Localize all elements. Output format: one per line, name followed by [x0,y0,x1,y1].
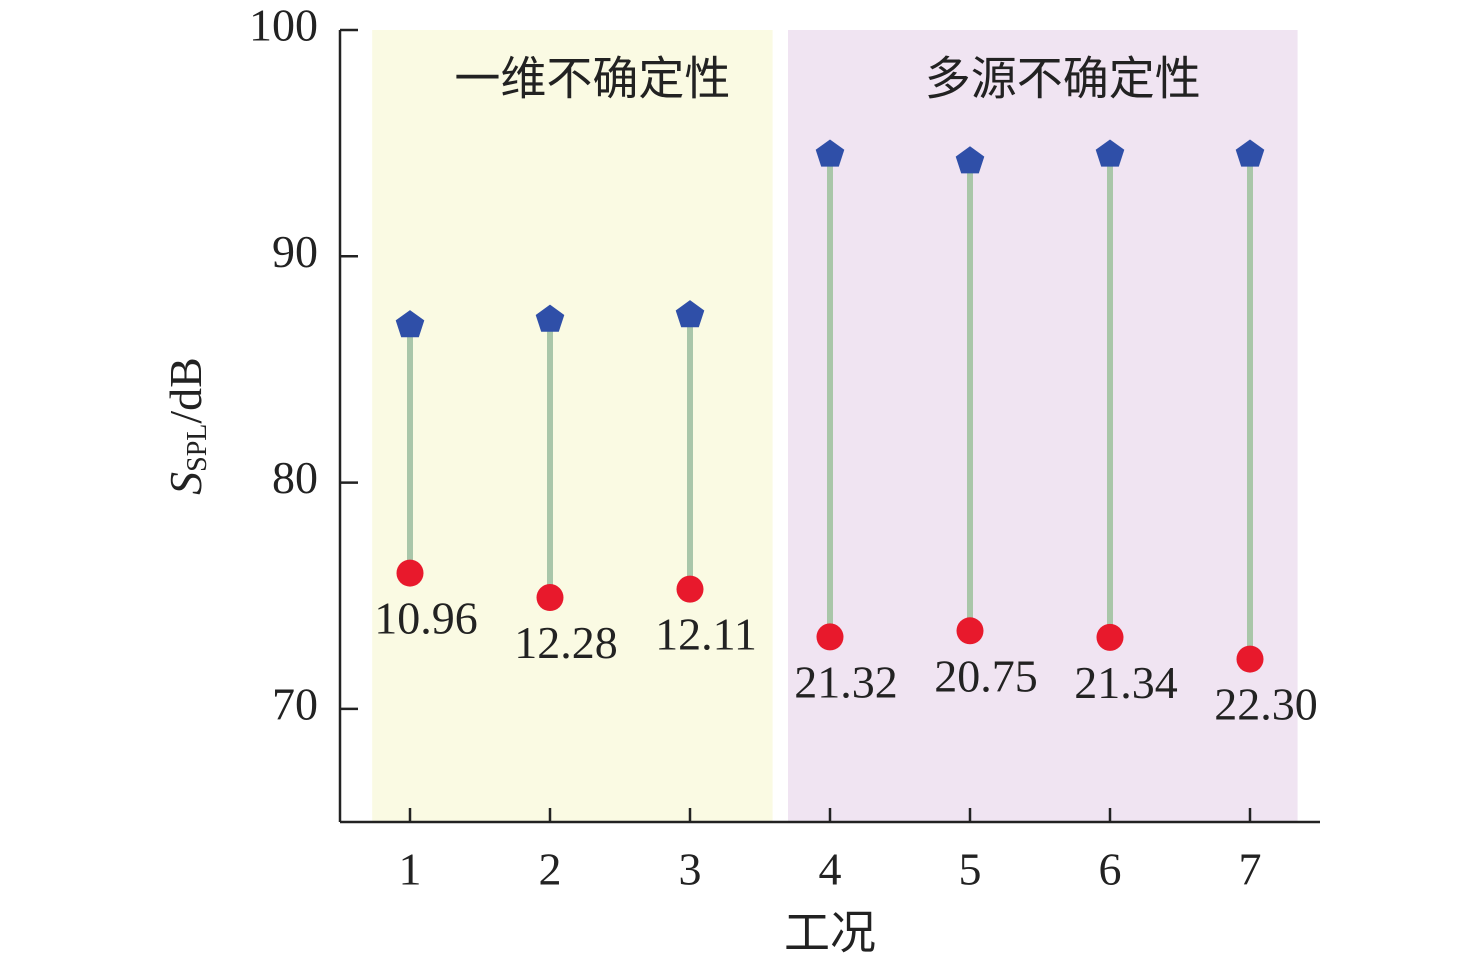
backgrounds [372,30,1298,822]
difference-label: 20.75 [934,650,1038,701]
x-tick-label: 1 [399,844,422,895]
high-marker [535,304,565,332]
low-marker [956,617,984,645]
low-marker [396,559,424,587]
x-tick-label: 2 [539,844,562,895]
difference-label: 12.28 [514,617,618,668]
x-axis-label: 工况 [784,908,876,959]
x-tick-label: 4 [819,844,842,895]
low-marker [1236,645,1264,673]
high-marker [675,300,705,328]
y-label-symbol: S [160,472,211,495]
low-marker [536,584,564,612]
x-tick-label: 6 [1099,844,1122,895]
region-label: 一维不确定性 [454,54,730,105]
low-marker [816,623,844,651]
region [788,30,1298,822]
y-label-subscript: SPL [182,424,213,472]
region-label: 多源不确定性 [925,54,1201,105]
low-marker [1096,623,1124,651]
y-tick-label: 90 [272,226,318,277]
high-marker [1095,139,1125,167]
high-marker [1235,139,1265,167]
difference-label: 21.32 [794,656,898,707]
difference-label: 21.34 [1074,657,1178,708]
high-marker [815,139,845,167]
low-marker [676,575,704,603]
high-marker [395,310,425,338]
x-tick-label: 3 [679,844,702,895]
y-tick-label: 70 [272,678,318,729]
y-label-unit: /dB [160,357,211,423]
y-tick-label: 80 [272,452,318,503]
x-tick-label: 7 [1239,844,1262,895]
difference-label: 22.30 [1214,679,1318,730]
y-tick-label: 100 [249,0,318,51]
x-tick-label: 5 [959,844,982,895]
y-axis-label: SSPL/dB [160,357,214,495]
region [372,30,773,822]
difference-label: 10.96 [374,593,478,644]
difference-label: 12.11 [655,609,757,660]
high-marker [955,146,985,174]
